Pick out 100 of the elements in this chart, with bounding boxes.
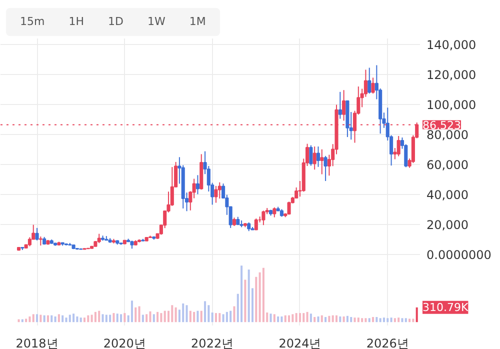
bar [196,310,199,322]
text: 1W [146,14,166,30]
bar [124,313,126,322]
bar [372,317,374,322]
bar [87,315,90,322]
bar [102,314,104,322]
bar [46,315,49,322]
bar [211,312,214,322]
bar [332,315,334,322]
y-tick-label: 20,000 [426,218,468,232]
bar [376,317,378,322]
candlestick [371,77,375,94]
bar [368,318,370,322]
bar [28,316,31,322]
bar [270,314,272,322]
bar [32,314,34,322]
bar [248,270,250,322]
bar [186,305,188,322]
bar [208,305,210,322]
bar [288,315,290,322]
bar [357,318,360,322]
bar [182,303,184,322]
bar [277,316,280,322]
y-tick-label: 120,000 [426,68,476,82]
bar [226,312,228,322]
bar [339,316,342,322]
bar [109,314,112,322]
bar [292,314,294,322]
bar [240,266,243,322]
bar [156,312,159,322]
bar [65,318,68,322]
bar [130,300,133,322]
bar [204,301,206,322]
bar [189,310,192,322]
bar [72,314,75,322]
bar [408,318,411,322]
bar [152,314,155,322]
candlestick [316,146,320,168]
bar [149,311,152,322]
bar [138,306,140,322]
bar [398,318,400,322]
bar [94,312,96,322]
bar [193,312,196,322]
bar [255,276,258,322]
bar [390,318,392,322]
text: 1M [188,14,207,30]
y-tick-label: 140,000 [426,38,476,52]
bar [134,307,137,322]
bar [273,314,276,322]
bar [116,314,118,322]
x-tick-label: 2026년 [366,336,409,349]
candlestick [218,182,222,200]
bar [164,310,166,322]
bar [142,314,144,322]
bar [83,318,86,322]
bar [36,314,38,322]
candlestick [324,155,328,182]
bar [230,310,232,322]
bar [335,315,338,322]
bar [302,313,305,322]
bar [320,315,323,322]
bar [354,318,356,322]
bar [284,315,286,322]
candlestick [396,136,400,157]
candlestick [338,91,342,120]
x-tick-label: 2024년 [278,336,322,349]
text: 1D [107,14,124,30]
candlestick [320,148,324,175]
bar [58,314,60,322]
bar [401,318,404,322]
candlestick [312,146,316,170]
candlestick [262,210,266,226]
bar [379,318,382,322]
y-tick-label: 60,000 [426,158,468,172]
bar [222,314,224,322]
bar [160,313,162,322]
bar [350,317,352,322]
bar [314,317,316,322]
bar [342,316,345,322]
bar [317,316,320,322]
candlestick [272,206,276,218]
candlestick [254,218,258,230]
bar [105,314,108,322]
candlestick [342,90,346,122]
bar [328,316,330,322]
y-tick-label: 100,000 [426,98,476,112]
bar [98,310,100,322]
x-tick-label: 2020년 [103,336,146,349]
candlestick [35,227,39,241]
text: 1H [68,14,85,30]
bar [120,314,122,322]
bar [258,272,261,322]
bar [262,268,264,322]
bar [310,314,312,322]
bar [76,316,78,322]
x-tick-label: 2022년 [191,336,234,349]
bar [233,306,236,322]
bar [112,313,115,322]
bar [298,313,301,322]
bar [214,313,217,322]
